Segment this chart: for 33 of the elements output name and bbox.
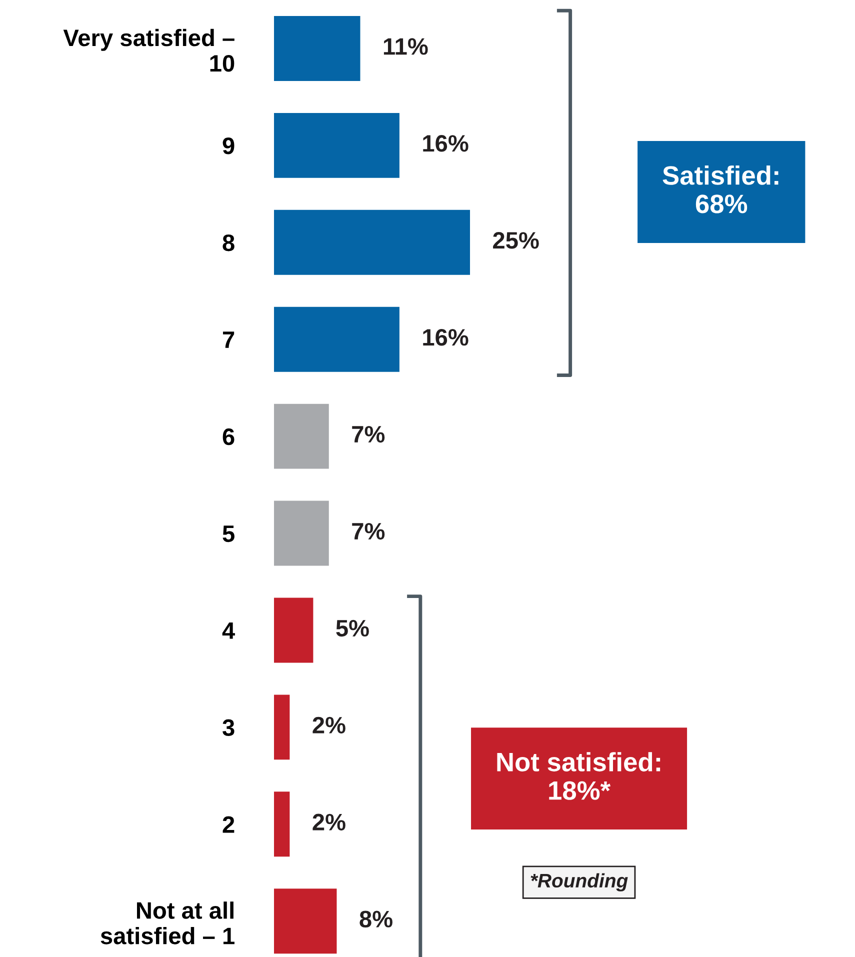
bar — [274, 404, 329, 469]
bar — [274, 694, 290, 760]
data-label: 2% — [312, 716, 346, 734]
data-label: 11% — [384, 38, 428, 55]
y-tick-label: 8 — [222, 234, 234, 252]
data-label: 7% — [352, 522, 385, 540]
text: Not satisfied: 18%* — [497, 752, 660, 800]
bar — [274, 16, 360, 81]
data-label: 5% — [336, 620, 369, 637]
y-tick-label: 4 — [222, 622, 235, 639]
y-tick-label: 6 — [222, 428, 234, 446]
y-tick-label: 7 — [222, 332, 234, 348]
bar — [274, 210, 470, 275]
y-tick-label: Not at all satisfied – 1 — [100, 902, 234, 944]
bar — [274, 792, 290, 857]
bar — [274, 598, 314, 663]
data-label: 8% — [360, 910, 392, 928]
text: Satisfied: 68% — [662, 165, 778, 214]
y-tick-label: 3 — [222, 719, 234, 736]
data-label: 2% — [312, 814, 346, 830]
bar — [274, 888, 337, 954]
bar — [274, 112, 400, 178]
y-tick-label: 9 — [222, 138, 234, 154]
data-label: 16% — [423, 328, 468, 346]
data-label: 16% — [423, 135, 468, 152]
bar — [274, 500, 329, 566]
y-tick-label: 2 — [222, 816, 234, 833]
y-tick-label: 5 — [222, 526, 234, 542]
data-label: 7% — [352, 426, 385, 443]
data-label: 25% — [493, 232, 539, 249]
text: *Rounding — [530, 873, 628, 892]
bar — [274, 306, 400, 372]
y-tick-label: Very satisfied – 10 — [63, 28, 234, 72]
